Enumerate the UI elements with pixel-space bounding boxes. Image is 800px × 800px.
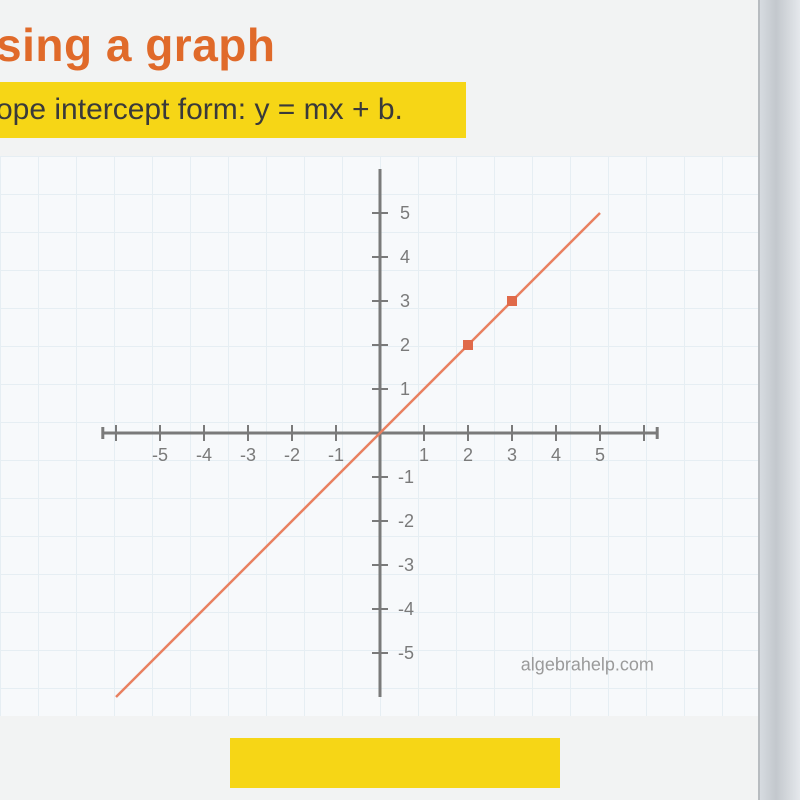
- page-title: sing a graph: [0, 0, 760, 82]
- subtitle-text: ope intercept form: y = mx + b.: [0, 93, 403, 127]
- svg-text:-4: -4: [398, 599, 414, 619]
- svg-text:-3: -3: [240, 445, 256, 465]
- svg-text:3: 3: [400, 291, 410, 311]
- svg-text:5: 5: [400, 203, 410, 223]
- svg-text:2: 2: [400, 335, 410, 355]
- svg-text:1: 1: [400, 379, 410, 399]
- svg-text:-1: -1: [328, 445, 344, 465]
- svg-text:5: 5: [595, 445, 605, 465]
- svg-text:-2: -2: [284, 445, 300, 465]
- svg-text:-5: -5: [152, 445, 168, 465]
- svg-text:3: 3: [507, 445, 517, 465]
- svg-text:-5: -5: [398, 643, 414, 663]
- svg-text:1: 1: [419, 445, 429, 465]
- svg-text:4: 4: [551, 445, 561, 465]
- svg-text:2: 2: [463, 445, 473, 465]
- svg-text:algebrahelp.com: algebrahelp.com: [521, 655, 654, 675]
- coordinate-chart: -5-4-3-2-11234554321-1-2-3-4-5algebrahel…: [90, 166, 710, 706]
- page-right-edge: [758, 0, 800, 800]
- svg-text:-4: -4: [196, 445, 212, 465]
- svg-text:-1: -1: [398, 467, 414, 487]
- graph-area: -5-4-3-2-11234554321-1-2-3-4-5algebrahel…: [0, 156, 760, 716]
- svg-text:4: 4: [400, 247, 410, 267]
- subtitle-bar: ope intercept form: y = mx + b.: [0, 82, 466, 138]
- svg-text:-2: -2: [398, 511, 414, 531]
- bottom-yellow-bar: [230, 738, 560, 788]
- svg-text:-3: -3: [398, 555, 414, 575]
